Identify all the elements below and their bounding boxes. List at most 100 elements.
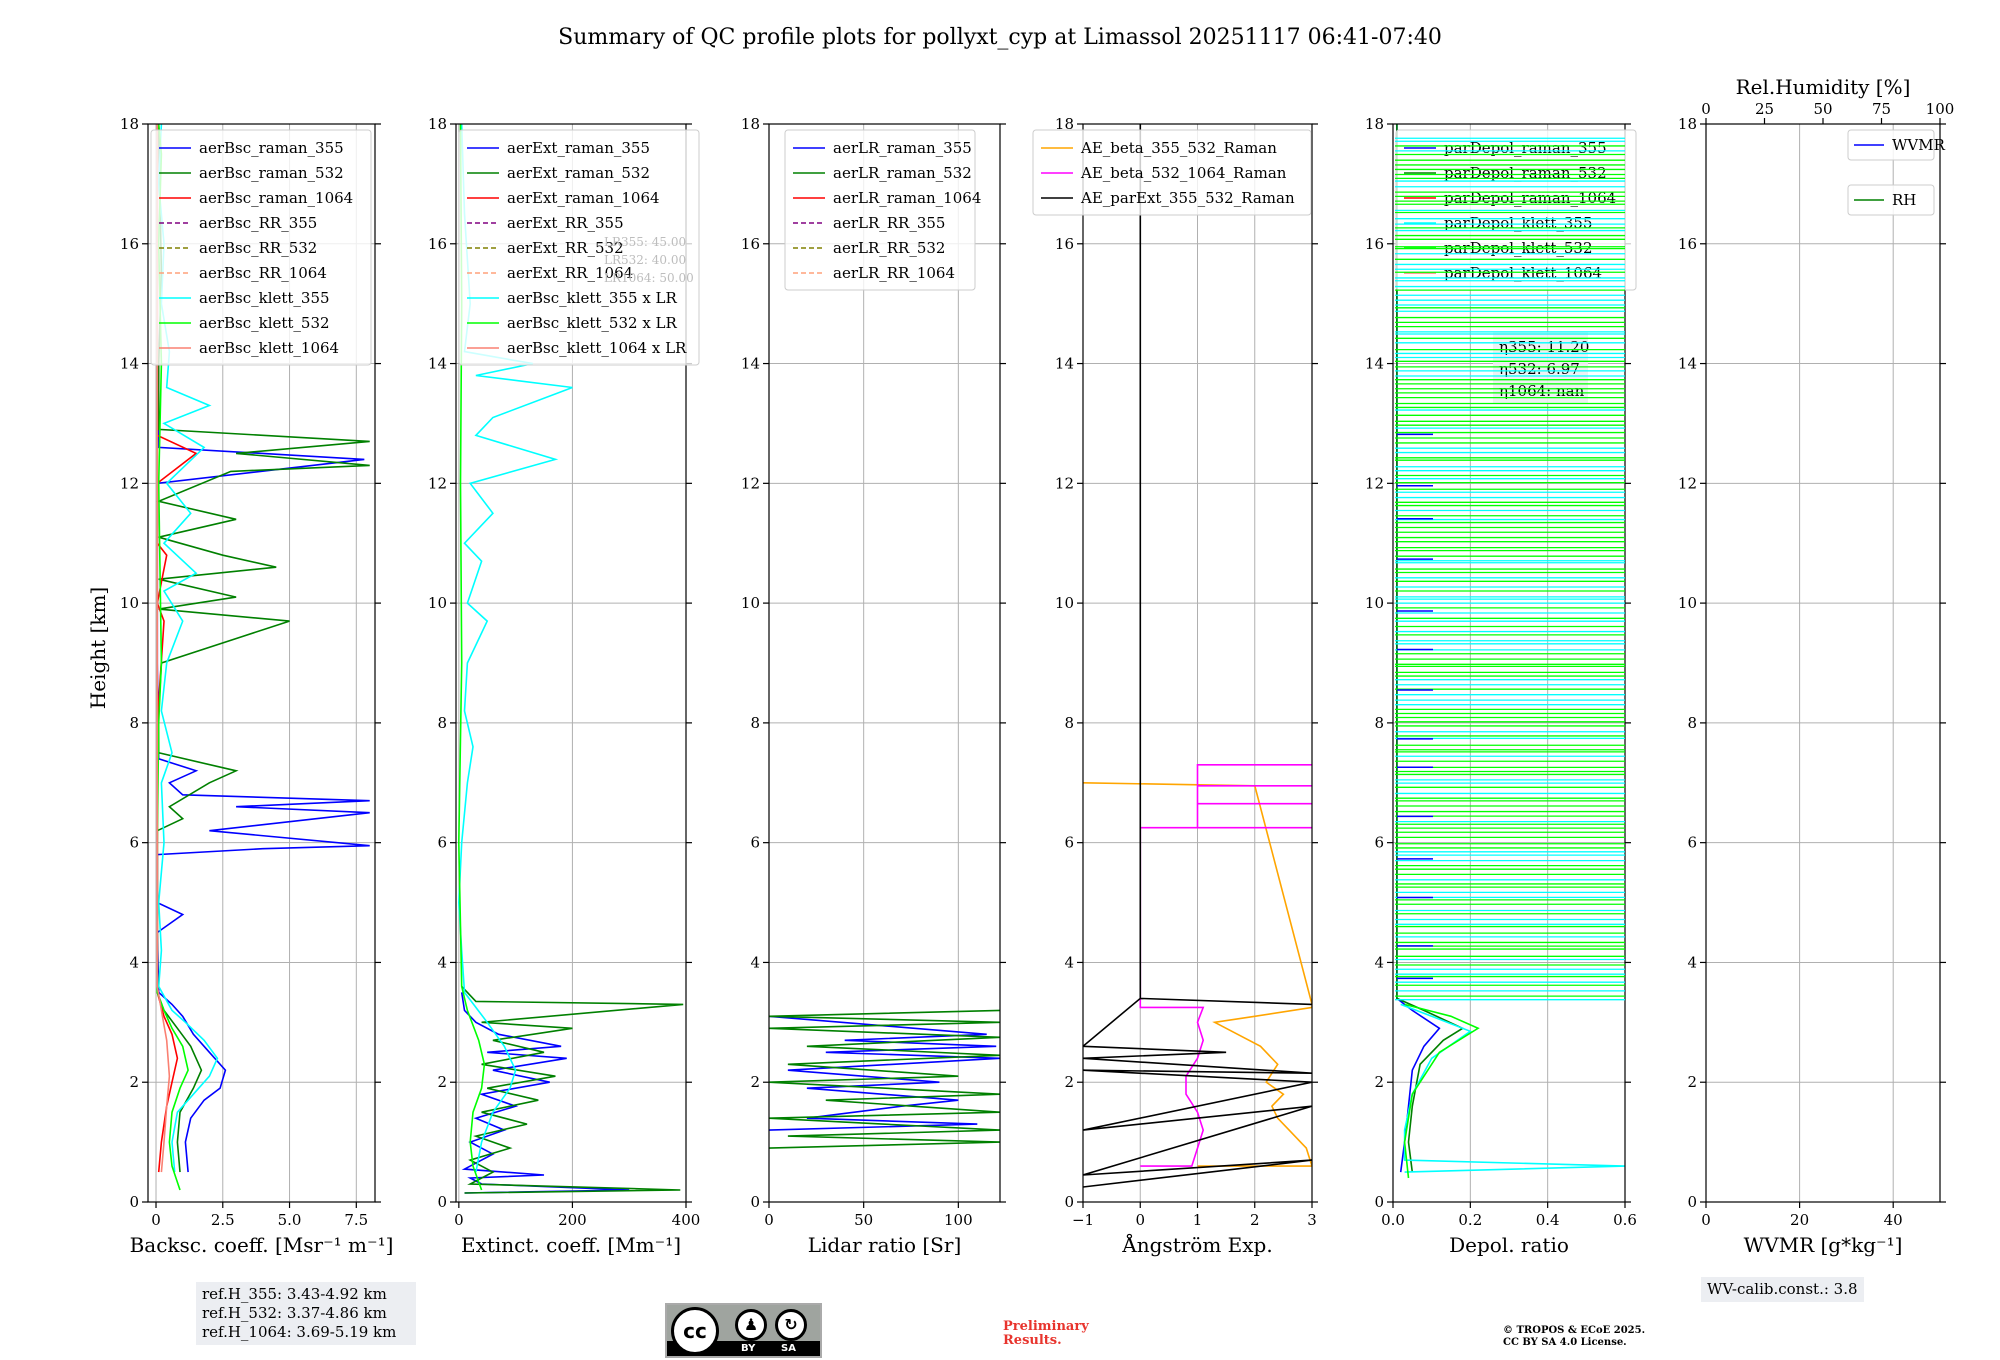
y-tick-label: 2 — [1374, 1073, 1384, 1091]
legend-label: aerBsc_raman_1064 — [199, 189, 353, 207]
y-tick-label: 18 — [741, 115, 760, 133]
legend-label: aerLR_RR_532 — [833, 239, 945, 257]
reference-heights-box: ref.H_355: 3.43-4.92 km ref.H_532: 3.37-… — [196, 1282, 416, 1345]
y-tick-label: 10 — [1055, 594, 1074, 612]
legend-label: aerExt_raman_532 — [507, 164, 650, 182]
y-tick-label: 4 — [1374, 953, 1384, 971]
top-x-tick-label: 50 — [1813, 100, 1832, 118]
y-tick-label: 18 — [1678, 115, 1697, 133]
y-tick-label: 4 — [1687, 953, 1697, 971]
y-tick-label: 12 — [120, 474, 139, 492]
axes-frame — [768, 123, 1001, 1203]
legend-label: aerBsc_klett_1064 — [199, 339, 339, 357]
x-tick-label: 7.5 — [344, 1211, 368, 1229]
x-axis-label: Ångström Exp. — [1121, 1232, 1272, 1257]
y-tick-label: 10 — [428, 594, 447, 612]
x-tick-label: 0.0 — [1381, 1211, 1405, 1229]
figure-title: Summary of QC profile plots for pollyxt_… — [558, 25, 1442, 50]
legend-label: aerBsc_RR_355 — [199, 214, 317, 232]
copyright-line-1: © TROPOS & ECoE 2025. — [1503, 1325, 1646, 1336]
y-tick-label: 12 — [1678, 474, 1697, 492]
y-tick-label: 16 — [120, 235, 139, 253]
x-axis-label: Depol. ratio — [1449, 1233, 1569, 1257]
legend-box — [458, 129, 700, 366]
lidar-ratio-annotation: LR1064: 50.00 — [604, 271, 694, 285]
y-tick-label: 18 — [1365, 115, 1384, 133]
cc-by-sa-badge: cc ♟ ↻ BY SA — [665, 1303, 822, 1358]
sa-label: SA — [781, 1343, 796, 1354]
y-tick-label: 4 — [750, 953, 760, 971]
series-aerBsc_klett_532 x LR — [457, 124, 486, 1191]
legend-box-RH — [1847, 184, 1935, 216]
legend-box — [784, 129, 976, 291]
legend-label: aerBsc_klett_532 x LR — [507, 314, 678, 332]
y-tick-label: 14 — [428, 355, 447, 373]
series-parDepol_klett_355 — [1400, 1003, 1625, 1173]
y-tick-label: 18 — [1055, 115, 1074, 133]
lidar-ratio-annotation: LR532: 40.00 — [604, 253, 686, 267]
y-tick-label: 8 — [437, 714, 447, 732]
preliminary-results-note: Preliminary Results. — [1003, 1320, 1089, 1348]
y-tick-label: 2 — [1687, 1073, 1697, 1091]
y-tick-label: 14 — [1678, 355, 1697, 373]
y-tick-label: 10 — [741, 594, 760, 612]
legend-label: aerLR_raman_355 — [833, 139, 972, 157]
top-x-tick-label: 0 — [1701, 100, 1711, 118]
x-axis-label: Extinct. coeff. [Mm⁻¹] — [461, 1233, 681, 1257]
y-tick-label: 18 — [120, 115, 139, 133]
x-tick-label: −1 — [1072, 1211, 1094, 1229]
ref-height-1064: ref.H_1064: 3.69-5.19 km — [202, 1323, 397, 1341]
x-tick-label: 200 — [558, 1211, 587, 1229]
panel-extinction: 0 2 4 6 8 10 12 14 16 18 0 200 400 Extinct. coeff. [M… — [428, 115, 700, 1257]
legend-label: AE_beta_355_532_Raman — [1080, 139, 1277, 157]
ref-height-355: ref.H_355: 3.43-4.92 km — [202, 1285, 387, 1303]
legend-label: parDepol_klett_1064 — [1444, 264, 1602, 282]
y-tick-label: 4 — [129, 953, 139, 971]
top-axis-label: Rel.Humidity [%] — [1736, 75, 1911, 99]
y-tick-label: 0 — [750, 1193, 760, 1211]
x-tick-label: 3 — [1307, 1211, 1317, 1229]
legend-label: parDepol_raman_355 — [1444, 139, 1607, 157]
legend-label: aerBsc_raman_355 — [199, 139, 344, 157]
legend-box-WVMR — [1847, 129, 1935, 161]
series-parDepol_raman_532 — [1396, 124, 1465, 1173]
legend-label: aerLR_RR_355 — [833, 214, 945, 232]
y-tick-label: 0 — [437, 1193, 447, 1211]
legend-label: aerBsc_RR_532 — [199, 239, 317, 257]
legend-label: parDepol_raman_1064 — [1444, 189, 1616, 207]
wv-calibration-box: WV-calib.const.: 3.8 — [1701, 1277, 1864, 1302]
y-tick-label: 14 — [1055, 355, 1074, 373]
y-tick-label: 12 — [741, 474, 760, 492]
y-tick-label: 16 — [741, 235, 760, 253]
preliminary-line-2: Results. — [1003, 1333, 1062, 1348]
y-tick-label: 10 — [120, 594, 139, 612]
series-aerExt_raman_532 — [461, 985, 684, 1194]
axes-frame — [1705, 123, 1941, 1203]
x-axis-label: WVMR [g*kg⁻¹] — [1744, 1233, 1903, 1257]
lidar-ratio-annotation: LR355: 45.00 — [604, 235, 686, 249]
legend-label: aerBsc_klett_532 — [199, 314, 330, 332]
legend-label: aerBsc_klett_1064 x LR — [507, 339, 687, 357]
y-tick-label: 16 — [1678, 235, 1697, 253]
x-tick-label: 0 — [1135, 1211, 1145, 1229]
legend-label: RH — [1892, 191, 1916, 209]
series-parDepol_klett_532 — [1403, 1003, 1480, 1179]
x-tick-label: 40 — [1884, 1211, 1903, 1229]
y-tick-label: 4 — [1064, 953, 1074, 971]
x-tick-label: 20 — [1790, 1211, 1809, 1229]
legend-label: aerExt_RR_355 — [507, 214, 624, 232]
x-axis-label: Backsc. coeff. [Msr⁻¹ m⁻¹] — [130, 1233, 394, 1257]
y-tick-label: 8 — [1064, 714, 1074, 732]
legend-label: aerExt_RR_1064 — [507, 264, 633, 282]
y-tick-label: 0 — [1687, 1193, 1697, 1211]
legend-label: aerBsc_raman_532 — [199, 164, 344, 182]
y-tick-label: 2 — [437, 1073, 447, 1091]
preliminary-line-1: Preliminary — [1003, 1319, 1089, 1334]
legend-label: aerExt_raman_355 — [507, 139, 650, 157]
top-x-tick-label: 100 — [1926, 100, 1955, 118]
y-tick-label: 14 — [120, 355, 139, 373]
legend-label: WVMR — [1892, 136, 1946, 154]
x-tick-label: 0 — [151, 1211, 161, 1229]
